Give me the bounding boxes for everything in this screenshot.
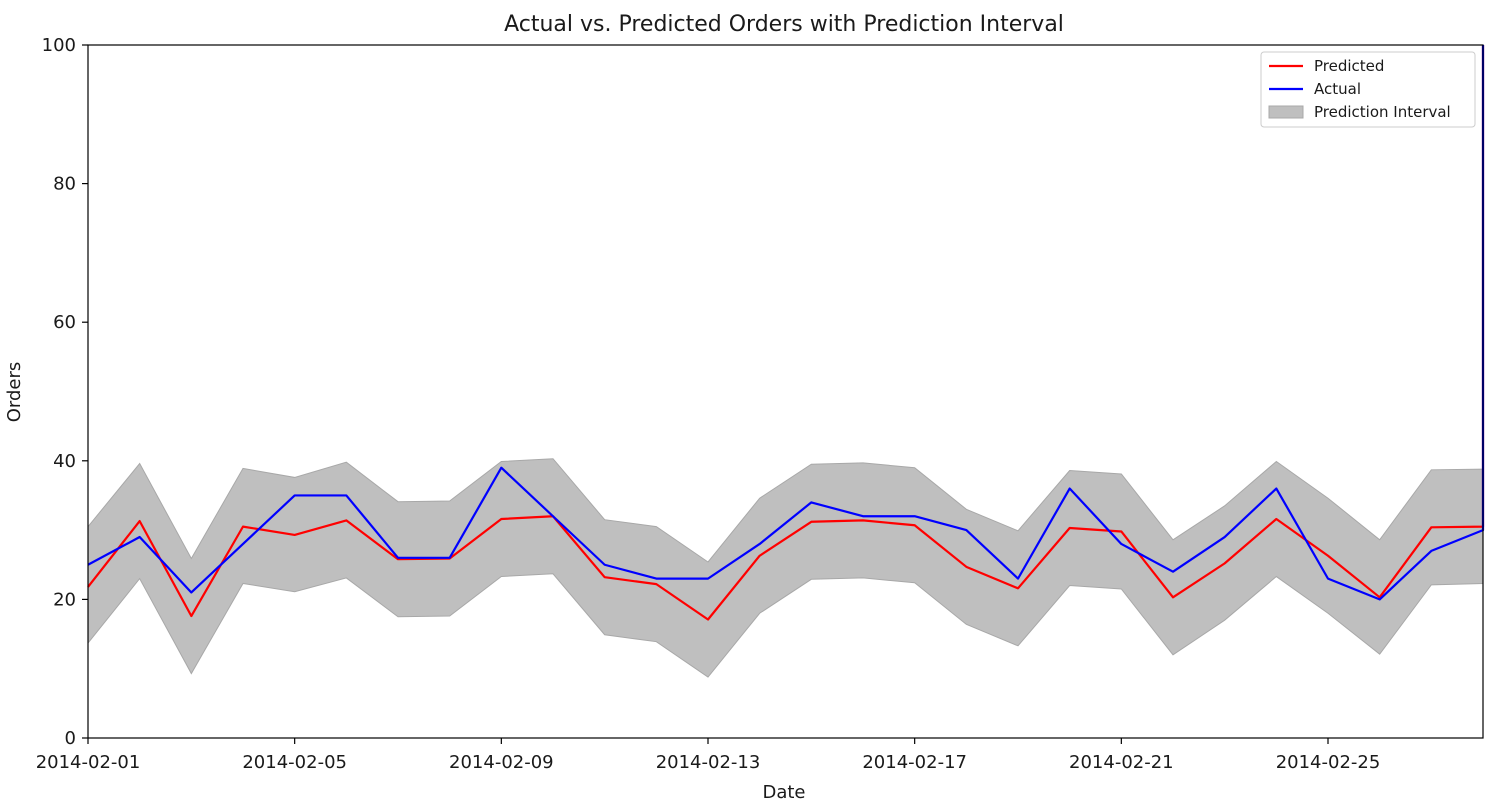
legend-label-predicted: Predicted: [1314, 57, 1384, 75]
y-tick-label: 0: [65, 728, 76, 749]
y-tick-label: 40: [53, 451, 76, 472]
series-line-actual: [87, 45, 1485, 601]
chart-title: Actual vs. Predicted Orders with Predict…: [504, 12, 1064, 37]
plot-frame: [87, 44, 1484, 739]
legend-label-actual: Actual: [1314, 80, 1361, 98]
legend-swatch-prediction-interval: [1268, 105, 1304, 119]
y-tick-label: 20: [53, 589, 76, 610]
x-tick-label: 2014-02-05: [242, 752, 347, 773]
x-tick-label: 2014-02-09: [449, 752, 554, 773]
y-tick-label: 80: [53, 174, 76, 195]
x-axis-label: Date: [762, 782, 805, 803]
y-axis: 0 20 40 60 80 100: [42, 35, 88, 749]
legend-label-prediction-interval: Prediction Interval: [1314, 103, 1451, 121]
legend-box: [1260, 51, 1476, 128]
x-tick-label: 2014-02-21: [1069, 752, 1174, 773]
y-tick-label: 100: [42, 35, 76, 56]
series-layer: [87, 45, 1485, 621]
x-tick-label: 2014-02-01: [36, 752, 141, 773]
x-tick-label: 2014-02-17: [862, 752, 967, 773]
y-tick-label: 60: [53, 312, 76, 333]
legend: Predicted Actual Prediction Interval: [1260, 51, 1476, 128]
x-axis: 2014-02-01 2014-02-05 2014-02-09 2014-02-13…: [36, 738, 1381, 773]
series-line-predicted: [87, 45, 1485, 621]
x-tick-label: 2014-02-25: [1276, 752, 1381, 773]
y-axis-label: Orders: [4, 362, 25, 423]
x-tick-label: 2014-02-13: [656, 752, 761, 773]
